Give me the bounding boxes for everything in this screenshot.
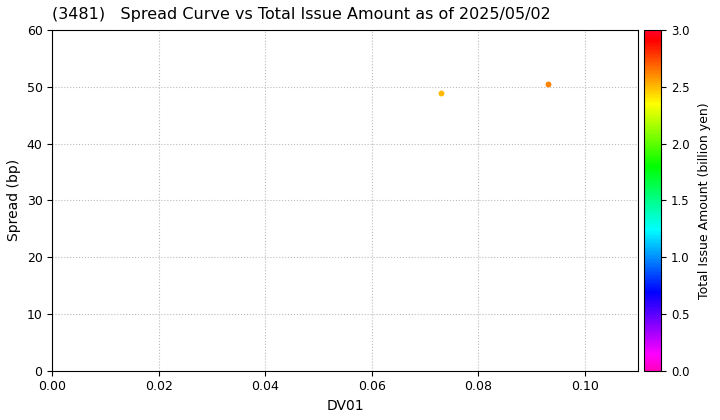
Y-axis label: Spread (bp): Spread (bp) bbox=[7, 159, 21, 242]
X-axis label: DV01: DV01 bbox=[326, 399, 364, 413]
Point bbox=[542, 81, 554, 87]
Point bbox=[436, 89, 447, 96]
Text: (3481)   Spread Curve vs Total Issue Amount as of 2025/05/02: (3481) Spread Curve vs Total Issue Amoun… bbox=[53, 7, 551, 22]
Y-axis label: Total Issue Amount (billion yen): Total Issue Amount (billion yen) bbox=[698, 102, 711, 299]
